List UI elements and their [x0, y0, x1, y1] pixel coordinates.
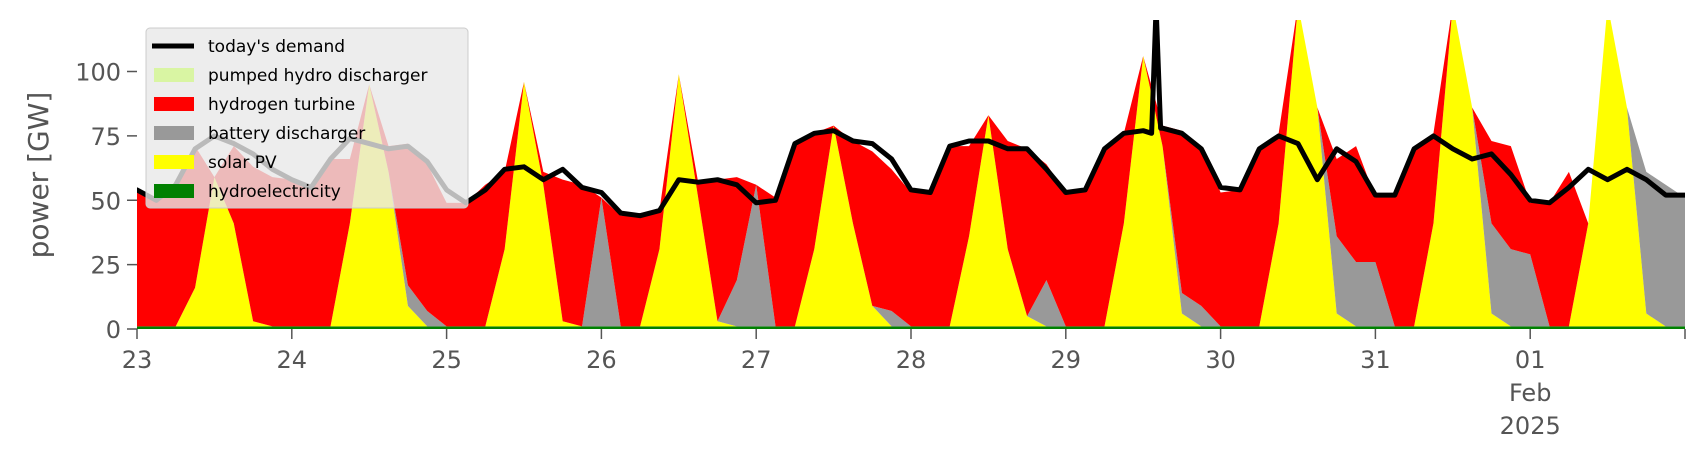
- legend-item-hydrogen-turbine: hydrogen turbine: [154, 95, 355, 115]
- y-tick-label-0: 0: [106, 316, 121, 344]
- legend-swatch: [154, 68, 194, 82]
- area-hydrogen-turbine: [137, 20, 1685, 327]
- x-tick-label-01: 01: [1515, 346, 1546, 374]
- area-hydroelectricity: [137, 326, 1685, 329]
- legend-item-hydroelectricity: hydroelectricity: [154, 182, 341, 202]
- legend-swatch: [154, 126, 194, 140]
- legend-item-solar-pv: solar PV: [154, 153, 277, 173]
- legend-swatch: [154, 97, 194, 111]
- area-battery-discharger: [137, 20, 1685, 327]
- y-tick-label-25: 25: [90, 252, 121, 280]
- y-tick-label-75: 75: [90, 123, 121, 151]
- legend-item-today-s-demand: today's demand: [152, 37, 345, 57]
- x-tick-label-24: 24: [277, 346, 308, 374]
- legend-item-pumped-hydro-discharger: pumped hydro discharger: [154, 66, 427, 86]
- legend-label: pumped hydro discharger: [208, 66, 427, 86]
- stacked-areas: [137, 20, 1685, 329]
- y-tick-label-100: 100: [75, 59, 121, 87]
- x-axis: 23 24 25 26 27 28 29 30 31 01 Feb 2025: [122, 329, 1686, 440]
- x-tick-label-31: 31: [1360, 346, 1391, 374]
- legend-label: solar PV: [208, 153, 277, 173]
- x-tick-label-25: 25: [431, 346, 462, 374]
- legend-box: [145, 27, 469, 209]
- legend-item-battery-discharger: battery discharger: [154, 124, 365, 144]
- area-solar-pv: [137, 20, 1685, 327]
- x-tick-label-30: 30: [1205, 346, 1236, 374]
- legend-label: hydrogen turbine: [208, 95, 355, 115]
- y-axis-title: power [GW]: [22, 92, 55, 259]
- legend-label: today's demand: [208, 37, 345, 57]
- x-tick-sublabel-2025: 2025: [1500, 412, 1561, 440]
- legend-swatch: [154, 155, 194, 169]
- y-tick-label-50: 50: [90, 187, 121, 215]
- x-tick-label-26: 26: [586, 346, 617, 374]
- legend: today's demand pumped hydro discharger hyd…: [145, 27, 469, 209]
- x-tick-label-27: 27: [741, 346, 772, 374]
- x-tick-label-23: 23: [122, 346, 153, 374]
- legend-label: battery discharger: [208, 124, 365, 144]
- x-tick-label-29: 29: [1051, 346, 1082, 374]
- x-tick-sublabel-feb: Feb: [1509, 379, 1552, 407]
- legend-label: hydroelectricity: [208, 182, 341, 202]
- legend-swatch: [154, 184, 194, 198]
- y-axis: 0 25 50 75 100: [75, 59, 137, 344]
- x-tick-label-28: 28: [896, 346, 927, 374]
